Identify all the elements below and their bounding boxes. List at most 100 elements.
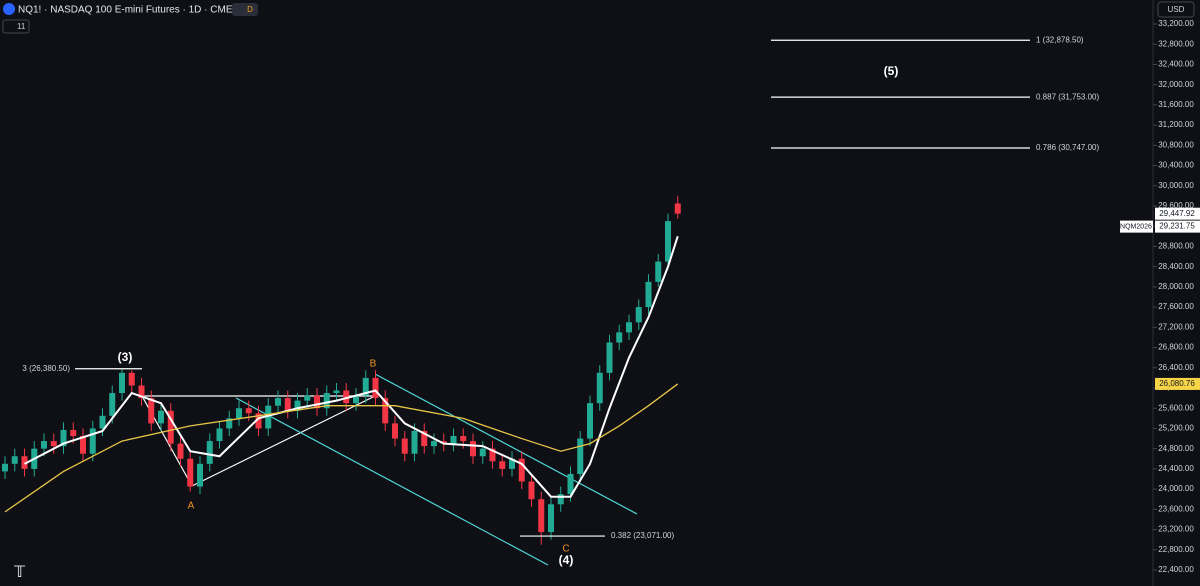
candle-body — [41, 441, 47, 449]
candle-body — [236, 408, 242, 419]
candle-body — [450, 436, 457, 444]
candle-body — [275, 398, 281, 406]
badge — [232, 3, 258, 16]
price-label: 29,231.75 — [1159, 222, 1195, 231]
y-tick-label: 27,200.00 — [1158, 322, 1194, 331]
candle-body — [50, 441, 57, 447]
candle-body — [333, 390, 340, 394]
candle-body — [80, 436, 86, 454]
y-tick-label: 22,800.00 — [1158, 545, 1194, 554]
candle-body — [382, 398, 389, 424]
candle-body — [206, 441, 213, 464]
candle-body — [21, 456, 28, 469]
candle-body — [567, 473, 574, 495]
fib-label: 0.786 (30,747.00) — [1036, 143, 1099, 152]
y-tick-label: 24,800.00 — [1158, 444, 1194, 453]
fib-label: 1 (32,878.50) — [1036, 35, 1084, 44]
candle-body — [606, 342, 613, 373]
y-tick-label: 32,800.00 — [1158, 39, 1194, 48]
candle-body — [674, 203, 681, 214]
candle-body — [528, 481, 535, 500]
candle-body — [421, 430, 428, 447]
y-tick-label: 28,000.00 — [1158, 282, 1194, 291]
candle-body — [245, 408, 252, 414]
candle-body — [645, 281, 652, 308]
collapse-button[interactable] — [2, 19, 30, 34]
candle-body — [401, 438, 408, 454]
candle-body — [187, 458, 194, 487]
currency-button[interactable] — [1157, 1, 1195, 18]
moving-average — [4, 383, 679, 513]
symbol-title: NQ1! · NASDAQ 100 E-mini Futures · 1D · … — [18, 5, 233, 16]
candle-body — [411, 430, 418, 454]
candle-body — [626, 322, 632, 333]
y-tick-label: 29,600.00 — [1158, 201, 1194, 210]
y-tick-label: 28,400.00 — [1158, 262, 1194, 271]
y-tick-label: 27,600.00 — [1158, 302, 1194, 311]
y-tick-label: 23,600.00 — [1158, 504, 1194, 513]
candle-body — [343, 390, 350, 404]
candle-body — [362, 377, 369, 396]
candle-body — [372, 377, 379, 399]
y-tick-label: 32,400.00 — [1158, 60, 1194, 69]
candle-body — [128, 372, 135, 386]
candle-body — [557, 494, 564, 505]
candle-body — [99, 415, 106, 429]
fib-label: 0.382 (23,071.00) — [611, 531, 674, 540]
candle-body — [284, 398, 291, 411]
candle-body — [353, 395, 359, 404]
wave-label: (5) — [884, 64, 899, 78]
candle-body — [177, 443, 184, 459]
candle-body — [158, 410, 164, 424]
candle-body — [616, 332, 623, 343]
moving-average — [24, 236, 679, 498]
candle-body — [216, 428, 223, 442]
price-label-box — [1155, 377, 1200, 390]
candle-body — [596, 372, 603, 404]
candle-body — [119, 372, 125, 394]
candle-body — [392, 423, 398, 439]
candle-body — [499, 461, 506, 469]
y-tick-label: 26,800.00 — [1158, 343, 1194, 352]
y-tick-label: 24,000.00 — [1158, 484, 1194, 493]
y-tick-label: 23,200.00 — [1158, 525, 1194, 534]
triangle-bottom — [191, 395, 376, 487]
y-tick-label: 28,800.00 — [1158, 242, 1194, 251]
candle-body — [109, 393, 116, 416]
y-tick-label: 26,400.00 — [1158, 363, 1194, 372]
symbol-logo — [3, 3, 15, 15]
candle-body — [577, 438, 584, 474]
y-tick-label: 30,000.00 — [1158, 181, 1194, 190]
candle-body — [323, 393, 330, 409]
currency: USD — [1168, 5, 1185, 14]
price-label-box — [1155, 220, 1200, 233]
candle-body — [479, 448, 486, 457]
channel-top — [374, 373, 638, 515]
candle-body — [587, 403, 593, 439]
contract-tag-box — [1120, 220, 1153, 233]
interval-count: 11 — [17, 22, 26, 31]
candle-body — [265, 405, 272, 429]
badge-label: D — [247, 5, 253, 14]
price-label-box — [1155, 207, 1200, 220]
wave-label: B — [370, 359, 377, 370]
candle-body — [2, 463, 8, 472]
wave-label: C — [562, 544, 569, 555]
y-tick-label: 32,000.00 — [1158, 80, 1194, 89]
candle-body — [655, 261, 662, 282]
channel-bottom — [235, 397, 549, 566]
y-tick-label: 25,600.00 — [1158, 403, 1194, 412]
fib-label: 3 (26,380.50) — [22, 364, 70, 373]
candle-body — [148, 398, 155, 424]
wave-label: (4) — [559, 553, 574, 567]
candle-body — [314, 395, 320, 409]
candle-body — [460, 436, 467, 442]
candle-body — [470, 441, 476, 457]
candle-body — [89, 428, 96, 454]
y-tick-label: 25,200.00 — [1158, 424, 1194, 433]
contract-tag: NQM2026 — [1120, 223, 1152, 230]
candle-body — [226, 418, 233, 429]
candle-body — [294, 400, 301, 411]
